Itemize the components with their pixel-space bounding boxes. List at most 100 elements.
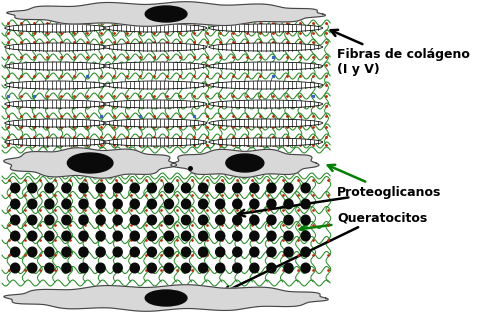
Circle shape <box>79 231 88 241</box>
Ellipse shape <box>5 43 107 51</box>
Circle shape <box>28 199 37 209</box>
Circle shape <box>28 231 37 241</box>
Circle shape <box>130 231 139 241</box>
Circle shape <box>113 183 122 193</box>
Ellipse shape <box>5 119 107 127</box>
Circle shape <box>62 199 71 209</box>
Circle shape <box>301 263 310 273</box>
Ellipse shape <box>5 100 107 108</box>
Circle shape <box>79 263 88 273</box>
Circle shape <box>62 263 71 273</box>
Circle shape <box>301 231 310 241</box>
Circle shape <box>233 263 242 273</box>
Circle shape <box>45 231 54 241</box>
Circle shape <box>165 247 173 257</box>
Circle shape <box>250 183 259 193</box>
Ellipse shape <box>209 100 323 108</box>
Ellipse shape <box>104 119 207 127</box>
Circle shape <box>62 247 71 257</box>
Circle shape <box>267 183 276 193</box>
Circle shape <box>233 183 242 193</box>
Circle shape <box>165 199 173 209</box>
Ellipse shape <box>5 138 107 146</box>
Circle shape <box>62 231 71 241</box>
Circle shape <box>147 199 157 209</box>
Ellipse shape <box>104 24 207 32</box>
Circle shape <box>267 215 276 225</box>
Ellipse shape <box>104 43 207 51</box>
Ellipse shape <box>209 81 323 89</box>
Ellipse shape <box>104 138 207 146</box>
Circle shape <box>284 183 293 193</box>
Circle shape <box>79 183 88 193</box>
Polygon shape <box>7 2 326 26</box>
Circle shape <box>113 231 122 241</box>
Circle shape <box>96 199 105 209</box>
Circle shape <box>113 215 122 225</box>
Ellipse shape <box>104 62 207 70</box>
Polygon shape <box>171 149 319 177</box>
Circle shape <box>199 247 207 257</box>
Circle shape <box>199 231 207 241</box>
Circle shape <box>113 263 122 273</box>
Ellipse shape <box>209 62 323 70</box>
Circle shape <box>147 231 157 241</box>
Circle shape <box>11 183 20 193</box>
Text: Queratocitos: Queratocitos <box>300 212 427 232</box>
Circle shape <box>181 263 191 273</box>
Circle shape <box>11 231 20 241</box>
Circle shape <box>199 183 207 193</box>
Circle shape <box>233 247 242 257</box>
Circle shape <box>216 183 225 193</box>
Circle shape <box>216 231 225 241</box>
Circle shape <box>11 247 20 257</box>
Circle shape <box>147 215 157 225</box>
Circle shape <box>96 215 105 225</box>
Text: Fibras de colágeno
(I y V): Fibras de colágeno (I y V) <box>330 30 470 76</box>
Circle shape <box>250 215 259 225</box>
Circle shape <box>62 183 71 193</box>
Circle shape <box>216 247 225 257</box>
Circle shape <box>130 263 139 273</box>
Circle shape <box>181 183 191 193</box>
Circle shape <box>45 263 54 273</box>
Circle shape <box>45 183 54 193</box>
Circle shape <box>147 183 157 193</box>
Circle shape <box>96 231 105 241</box>
Circle shape <box>216 215 225 225</box>
Ellipse shape <box>209 119 323 127</box>
Circle shape <box>45 215 54 225</box>
Circle shape <box>11 199 20 209</box>
Circle shape <box>96 263 105 273</box>
Text: Proteoglicanos: Proteoglicanos <box>328 165 441 198</box>
Circle shape <box>233 199 242 209</box>
Circle shape <box>165 231 173 241</box>
Ellipse shape <box>104 81 207 89</box>
Ellipse shape <box>209 24 323 32</box>
Ellipse shape <box>209 138 323 146</box>
Circle shape <box>28 263 37 273</box>
Circle shape <box>301 199 310 209</box>
Circle shape <box>216 199 225 209</box>
Circle shape <box>267 199 276 209</box>
Circle shape <box>11 263 20 273</box>
Circle shape <box>284 199 293 209</box>
Circle shape <box>96 183 105 193</box>
Ellipse shape <box>5 24 107 32</box>
Circle shape <box>113 199 122 209</box>
Circle shape <box>96 247 105 257</box>
Circle shape <box>267 247 276 257</box>
Circle shape <box>113 247 122 257</box>
Circle shape <box>79 199 88 209</box>
Circle shape <box>284 247 293 257</box>
Circle shape <box>62 215 71 225</box>
Ellipse shape <box>226 154 264 172</box>
Circle shape <box>130 247 139 257</box>
Circle shape <box>165 215 173 225</box>
Circle shape <box>28 215 37 225</box>
Circle shape <box>250 199 259 209</box>
Circle shape <box>216 263 225 273</box>
Circle shape <box>165 183 173 193</box>
Circle shape <box>250 231 259 241</box>
Circle shape <box>301 247 310 257</box>
